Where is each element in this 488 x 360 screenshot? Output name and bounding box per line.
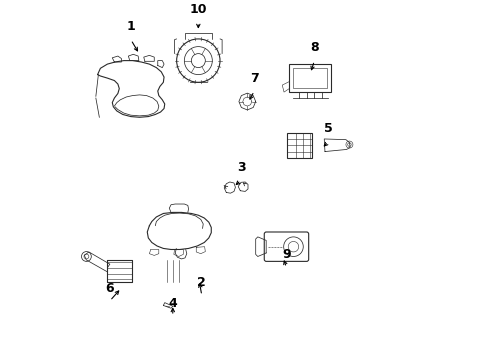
- Text: 9: 9: [282, 248, 290, 261]
- Text: 3: 3: [236, 161, 245, 174]
- Text: 1: 1: [126, 20, 135, 33]
- Text: 6: 6: [105, 282, 114, 294]
- Bar: [286, 133, 312, 158]
- Bar: [289, 64, 330, 93]
- Text: 4: 4: [168, 297, 177, 310]
- Text: 7: 7: [249, 72, 258, 85]
- Text: 10: 10: [189, 3, 206, 16]
- Bar: [293, 68, 326, 88]
- Text: 8: 8: [309, 41, 318, 54]
- Text: 5: 5: [324, 122, 332, 135]
- Text: 2: 2: [197, 276, 206, 289]
